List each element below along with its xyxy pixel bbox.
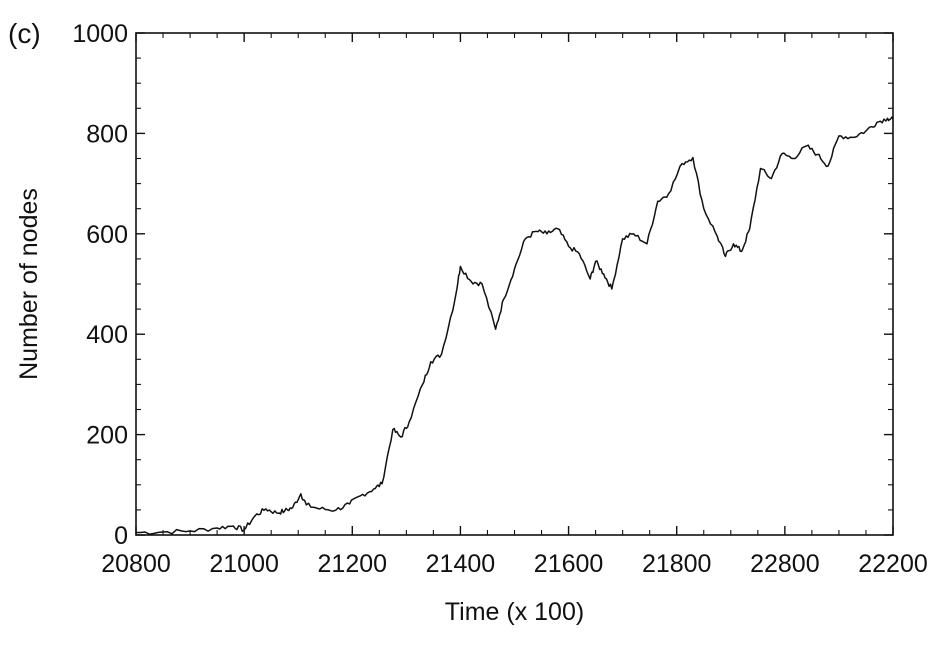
x-tick-label: 21400 bbox=[426, 550, 496, 578]
x-tick-label: 21800 bbox=[642, 550, 712, 578]
y-tick-label: 400 bbox=[86, 321, 128, 349]
x-tick-label: 22200 bbox=[858, 550, 928, 578]
y-axis-label: Number of nodes bbox=[15, 188, 43, 380]
plot-frame bbox=[135, 32, 894, 536]
y-tick-label: 1000 bbox=[72, 20, 128, 48]
y-tick-label: 0 bbox=[114, 522, 128, 550]
x-tick-label: 22800 bbox=[750, 550, 820, 578]
x-tick-label: 21200 bbox=[318, 550, 388, 578]
y-tick-label: 200 bbox=[86, 422, 128, 450]
x-tick-label: 21000 bbox=[209, 550, 279, 578]
x-tick-label: 21600 bbox=[534, 550, 604, 578]
x-axis-label: Time (x 100) bbox=[445, 598, 584, 626]
y-tick-label: 600 bbox=[86, 221, 128, 249]
panel-label: (c) bbox=[8, 18, 41, 49]
y-tick-label: 800 bbox=[86, 120, 128, 148]
series-line-0 bbox=[136, 116, 894, 535]
x-tick-label: 20800 bbox=[101, 550, 171, 578]
